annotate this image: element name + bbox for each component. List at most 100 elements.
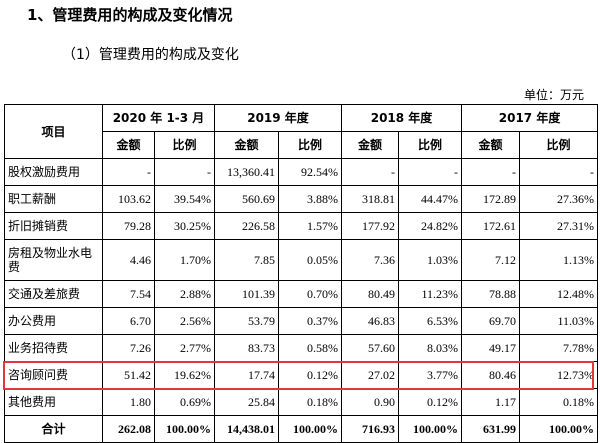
ratio-cell: 0.69% — [154, 388, 215, 416]
amount-cell: 27.02 — [341, 361, 400, 389]
ratio-cell: 0.12% — [398, 388, 463, 416]
amount-cell: 17.74 — [214, 361, 279, 389]
ratio-cell: 0.18% — [519, 388, 599, 416]
amount-cell: 4.46 — [102, 239, 155, 281]
ratio-cell: 1.03% — [398, 239, 463, 281]
admin-expense-table: 项目 2020 年 1-3 月 2019 年度 2018 年度 2017 年度 … — [4, 104, 599, 443]
amount-header: 金额 — [461, 131, 521, 159]
amount-cell: 318.81 — [341, 185, 400, 213]
amount-header: 金额 — [214, 131, 279, 159]
row-label: 业务招待费 — [4, 334, 103, 362]
period-header: 2020 年 1-3 月 — [102, 104, 215, 132]
amount-cell: 7.85 — [214, 239, 279, 281]
period-header: 2018 年度 — [341, 104, 463, 132]
section-heading: 1、管理费用的构成及变化情况 — [27, 6, 233, 24]
ratio-cell: 0.58% — [277, 334, 343, 362]
table-body: 股权激励费用 - -13,360.41 92.54% - - - - 职工薪酬 103.62 39.… — [4, 158, 599, 443]
ratio-header: 比例 — [398, 131, 463, 159]
ratio-cell: 27.31% — [519, 212, 599, 240]
ratio-cell: 3.88% — [277, 185, 343, 213]
ratio-cell: 0.18% — [277, 388, 343, 416]
amount-cell: 172.61 — [461, 212, 521, 240]
amount-cell: 226.58 — [214, 212, 279, 240]
amount-cell: 7.36 — [341, 239, 400, 281]
table-row: 房租及物业水电费 4.46 1.70% 7.85 0.05% 7.36 1.03% 7.12 1… — [4, 239, 599, 281]
amount-cell: 80.46 — [461, 361, 521, 389]
ratio-header: 比例 — [154, 131, 215, 159]
amount-cell: 14,438.01 — [214, 415, 279, 443]
amount-cell: 177.92 — [341, 212, 400, 240]
ratio-cell: 100.00% — [277, 415, 343, 443]
row-label: 房租及物业水电费 — [4, 239, 103, 281]
row-label: 交通及差旅费 — [4, 280, 103, 308]
ratio-cell: 1.57% — [277, 212, 343, 240]
ratio-cell: 19.62% — [154, 361, 215, 389]
row-label: 其他费用 — [4, 388, 103, 416]
ratio-header: 比例 — [519, 131, 599, 159]
ratio-cell: - — [398, 158, 463, 186]
ratio-cell: 11.23% — [398, 280, 463, 308]
amount-cell: 49.17 — [461, 334, 521, 362]
ratio-cell: 0.12% — [277, 361, 343, 389]
ratio-cell: - — [519, 158, 599, 186]
table-row: 业务招待费 7.26 2.77% 83.73 0.58% 57.60 8.03% 49.17 7… — [4, 334, 599, 362]
ratio-cell: 3.77% — [398, 361, 463, 389]
ratio-cell: 8.03% — [398, 334, 463, 362]
ratio-cell: 92.54% — [277, 158, 343, 186]
amount-header: 金额 — [102, 131, 155, 159]
amount-cell: 79.28 — [102, 212, 155, 240]
amount-header: 金额 — [341, 131, 400, 159]
table-row: 办公费用 6.70 2.56% 53.79 0.37% 46.83 6.53% 69.70 11… — [4, 307, 599, 335]
table-row: 职工薪酬 103.62 39.54% 560.69 3.88% 318.81 44.47% 1… — [4, 185, 599, 213]
amount-cell: 7.12 — [461, 239, 521, 281]
period-header: 2019 年度 — [213, 104, 343, 132]
row-label: 合计 — [4, 415, 103, 443]
ratio-cell: 39.54% — [154, 185, 215, 213]
table-row: 折旧摊销费 79.28 30.25% 226.58 1.57% 177.92 24.82% 1… — [4, 212, 599, 240]
ratio-cell: 0.37% — [277, 307, 343, 335]
amount-cell: 83.73 — [214, 334, 279, 362]
amount-cell: 6.70 — [102, 307, 155, 335]
amount-cell: 46.83 — [341, 307, 400, 335]
amount-cell: 7.54 — [102, 280, 155, 308]
amount-cell: 262.08 — [102, 415, 155, 443]
ratio-cell: 100.00% — [154, 415, 215, 443]
unit-label: 单位：万元 — [523, 88, 584, 102]
table-row: 其他费用 1.80 0.69% 25.84 0.18% 0.90 0.12% 1.17 0.18… — [4, 388, 599, 416]
table-row: 交通及差旅费 7.54 2.88% 101.39 0.70% 80.49 11.23% 78.… — [4, 280, 599, 308]
ratio-cell: 1.70% — [154, 239, 215, 281]
amount-cell: 103.62 — [102, 185, 155, 213]
amount-cell: 78.88 — [461, 280, 521, 308]
amount-cell: - — [102, 158, 155, 186]
row-label: 股权激励费用 — [4, 158, 103, 186]
amount-cell: 1.80 — [102, 388, 155, 416]
amount-cell: 69.70 — [461, 307, 521, 335]
ratio-cell: 44.47% — [398, 185, 463, 213]
amount-cell: 716.93 — [341, 415, 400, 443]
ratio-cell: 24.82% — [398, 212, 463, 240]
table-row: 股权激励费用 - -13,360.41 92.54% - - - - — [4, 158, 599, 186]
row-label: 折旧摊销费 — [4, 212, 103, 240]
ratio-cell: 6.53% — [398, 307, 463, 335]
amount-cell: 57.60 — [341, 334, 400, 362]
amount-cell: 53.79 — [214, 307, 279, 335]
ratio-cell: 0.70% — [277, 280, 343, 308]
ratio-cell: 12.73% — [519, 361, 599, 389]
subsection-heading: （1）管理费用的构成及变化 — [62, 47, 239, 63]
ratio-cell: 1.13% — [519, 239, 599, 281]
ratio-cell: 100.00% — [519, 415, 599, 443]
ratio-cell: 2.56% — [154, 307, 215, 335]
amount-cell: 560.69 — [214, 185, 279, 213]
row-label: 咨询顾问费 — [4, 361, 103, 389]
amount-cell: 13,360.41 — [214, 158, 279, 186]
ratio-cell: 11.03% — [519, 307, 599, 335]
ratio-cell: 7.78% — [519, 334, 599, 362]
ratio-cell: 100.00% — [398, 415, 463, 443]
table-row: 咨询顾问费 51.42 19.62% 17.74 0.12% 27.02 3.77% 80.4… — [4, 361, 599, 389]
amount-cell: 172.89 — [461, 185, 521, 213]
amount-cell: 80.49 — [341, 280, 400, 308]
ratio-cell: 2.88% — [154, 280, 215, 308]
ratio-cell: 12.48% — [519, 280, 599, 308]
amount-cell: 7.26 — [102, 334, 155, 362]
total-row: 合计 262.08 100.00% 14,438.01 100.00% 716.93 100… — [4, 415, 599, 443]
